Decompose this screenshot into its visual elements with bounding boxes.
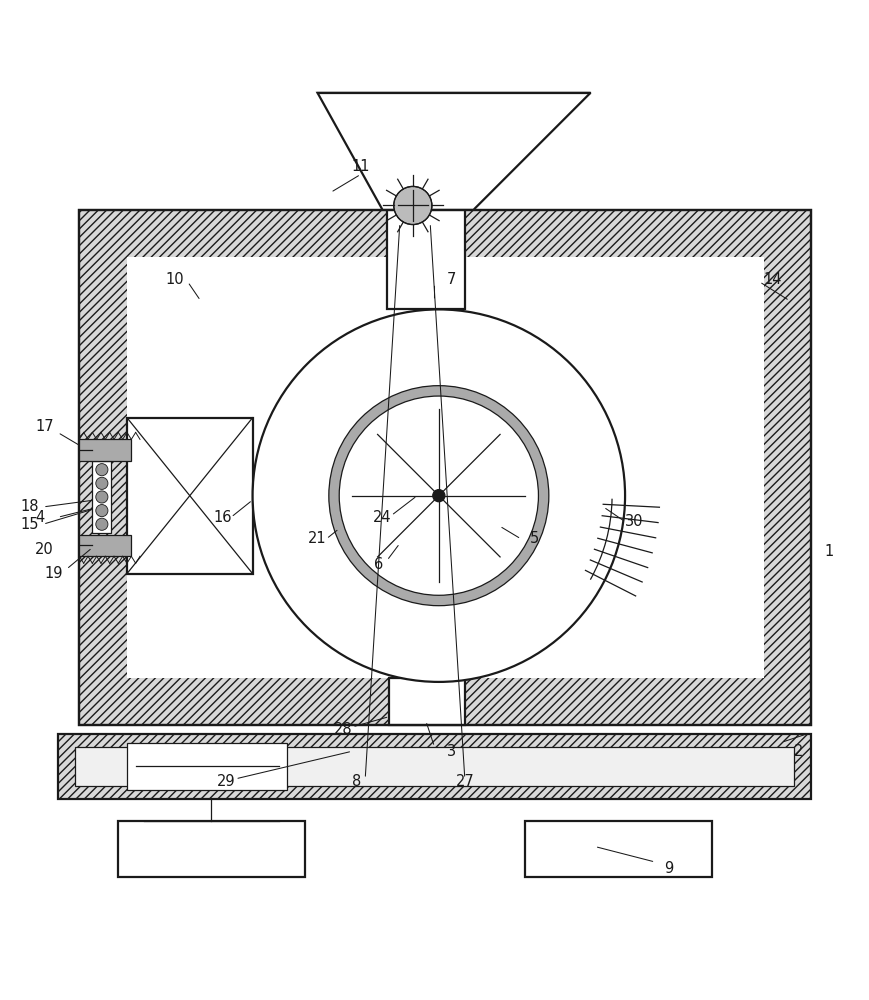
Bar [387,210,465,309]
Text: 24: 24 [373,510,392,525]
Text: 8: 8 [352,774,362,789]
Bar [79,210,812,725]
Text: 4: 4 [36,510,45,525]
Bar [57,734,812,799]
Text: 11: 11 [352,159,370,174]
Text: 5: 5 [529,531,539,546]
Bar [127,418,253,574]
Polygon shape [317,93,590,210]
Text: 30: 30 [625,514,643,529]
Text: 3: 3 [448,744,456,759]
Text: 29: 29 [217,774,235,789]
Text: 21: 21 [308,531,327,546]
Bar [526,821,712,877]
Text: 10: 10 [165,272,184,287]
Bar [127,743,288,790]
Text: 2: 2 [793,744,803,759]
Text: 15: 15 [21,517,39,532]
Text: 27: 27 [455,774,474,789]
Circle shape [96,518,108,530]
Circle shape [433,490,445,502]
Text: 16: 16 [213,510,231,525]
Text: 6: 6 [374,557,383,572]
Bar [394,186,432,225]
Bar [75,747,794,786]
Text: 9: 9 [664,861,673,876]
Circle shape [96,505,108,517]
Bar [127,257,764,678]
Text: 20: 20 [36,542,54,557]
Text: 7: 7 [448,272,456,287]
Circle shape [328,386,549,606]
Bar [389,678,465,725]
Circle shape [394,186,432,225]
Circle shape [339,396,539,595]
Bar [92,461,111,533]
Bar [79,439,131,461]
Circle shape [96,491,108,503]
Text: 28: 28 [335,722,353,737]
Text: 1: 1 [824,544,833,559]
Text: 14: 14 [763,272,781,287]
Circle shape [96,477,108,489]
Circle shape [253,309,625,682]
Text: 18: 18 [21,499,39,514]
Text: 17: 17 [36,419,54,434]
Bar [118,821,304,877]
Text: 19: 19 [44,566,63,581]
Bar [79,210,812,725]
Circle shape [96,464,108,476]
Bar [79,535,131,556]
